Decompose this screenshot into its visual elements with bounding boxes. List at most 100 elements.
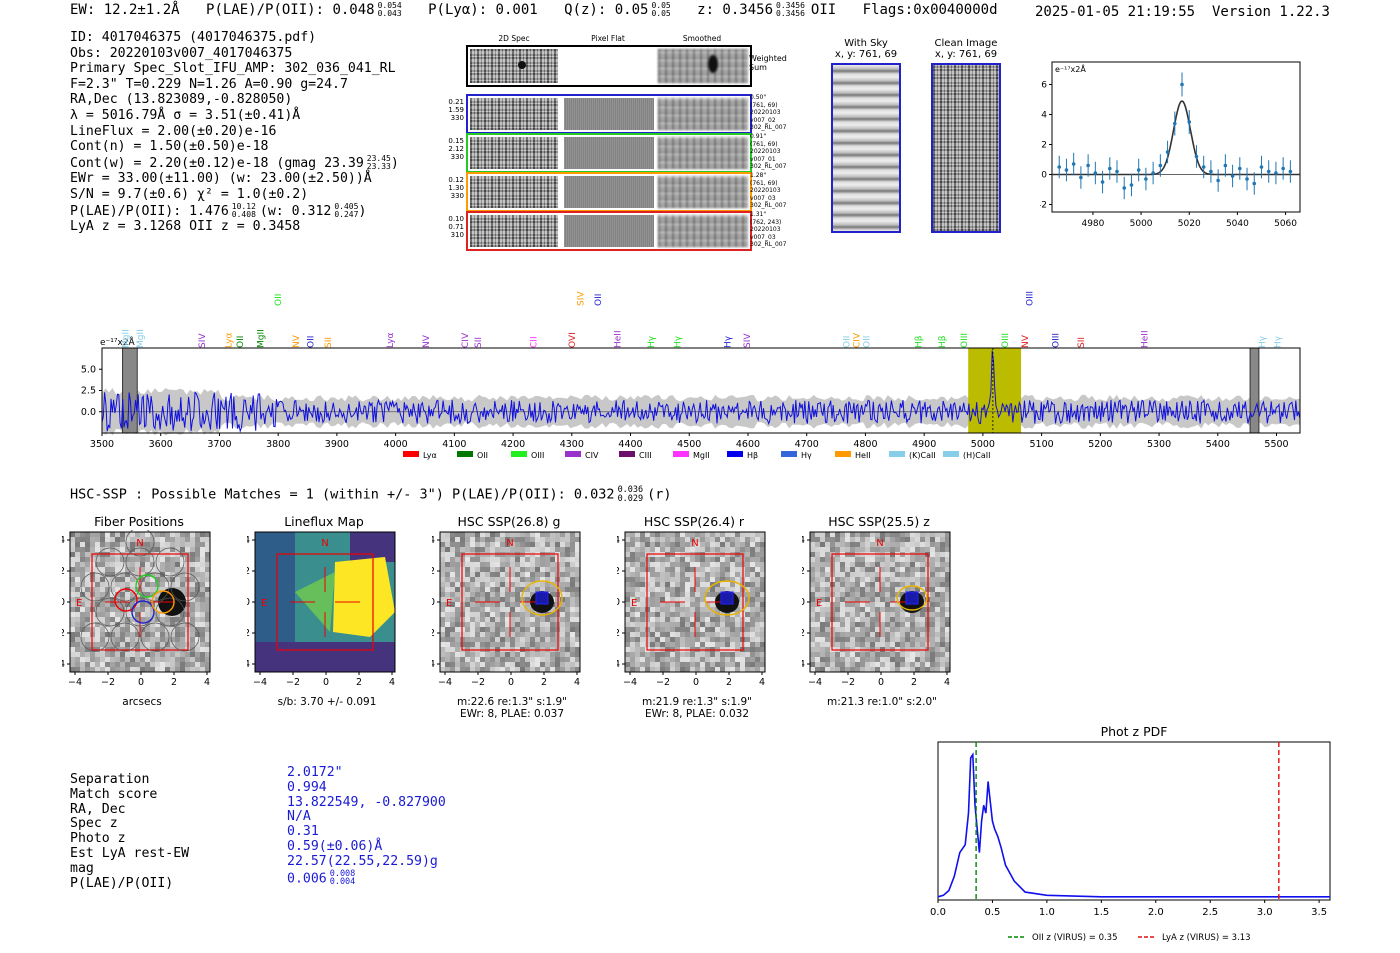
cutout-pixel <box>945 532 950 537</box>
cutout-pixel <box>725 622 730 627</box>
cutout-aperture-box <box>91 553 189 651</box>
cutout-pixel <box>205 567 210 572</box>
cutout-pixel <box>480 537 485 542</box>
cutout-pixel <box>850 572 855 577</box>
cutout-pixel <box>445 557 450 562</box>
cutout-pixel <box>810 602 815 607</box>
cutout-pixel <box>515 602 520 607</box>
cutout-pixel <box>895 542 900 547</box>
cutout-pixel <box>675 577 680 582</box>
cutout-pixel <box>750 587 755 592</box>
cutout-pixel <box>680 642 685 647</box>
cutout-pixel <box>575 657 580 662</box>
cutout-pixel <box>865 557 870 562</box>
cutout-pixel <box>760 537 765 542</box>
info-params: F=2.3" T=0.229 N=1.26 A=0.90 g=24.7 <box>70 76 348 92</box>
cutout-pixel <box>545 572 550 577</box>
linefit-ytick-label: -2 <box>1040 201 1047 211</box>
cutout-pixel <box>155 662 160 667</box>
cutout-pixel <box>630 627 635 632</box>
cutout-pixel <box>75 632 80 637</box>
cutout-pixel <box>160 622 165 627</box>
cutout-pixel <box>910 532 915 537</box>
cutout-pixel <box>570 612 575 617</box>
cutout-pixel <box>70 567 75 572</box>
cutout-pixel <box>70 582 75 587</box>
cutout-title: HSC SSP(26.8) g <box>457 514 561 529</box>
cutout-pixel <box>150 532 155 537</box>
cutout-pixel <box>515 622 520 627</box>
cutout-pixel <box>135 592 140 597</box>
cutout-pixel <box>835 547 840 552</box>
cutout-pixel <box>165 627 170 632</box>
cutout-pixel <box>560 572 565 577</box>
cutout-pixel <box>135 622 140 627</box>
cutout-pixel <box>160 627 165 632</box>
cutout-pixel <box>565 562 570 567</box>
cutout-pixel <box>135 657 140 662</box>
cutout-pixel <box>895 557 900 562</box>
cutout-pixel <box>855 592 860 597</box>
cutout-pixel <box>515 642 520 647</box>
cutout-pixel <box>825 617 830 622</box>
cutout-pixel <box>935 572 940 577</box>
cutout-pixel <box>110 642 115 647</box>
cutout-pixel <box>480 572 485 577</box>
cutout-pixel <box>630 577 635 582</box>
cutout-pixel <box>725 567 730 572</box>
cutout-pixel <box>470 627 475 632</box>
cutout-pixel <box>450 532 455 537</box>
cutout-pixel <box>550 632 555 637</box>
linefit-point <box>1064 168 1069 172</box>
photz-legend-oii: OII z (VIRUS) = 0.35 <box>1032 933 1118 943</box>
cutout-pixel <box>890 537 895 542</box>
cutout-pixel <box>520 547 525 552</box>
cutout-pixel <box>855 602 860 607</box>
cutout-pixel <box>520 577 525 582</box>
cutout-pixel <box>80 582 85 587</box>
cutout-pixel <box>930 647 935 652</box>
cutout-pixel <box>470 602 475 607</box>
cutout-pixel <box>735 537 740 542</box>
cutout-pixel <box>845 532 850 537</box>
cutout-pixel <box>835 577 840 582</box>
cutout-pixel <box>135 627 140 632</box>
cutout-xtick-label: −2 <box>101 677 115 688</box>
cutout-pixel <box>710 577 715 582</box>
cutout-pixel <box>195 572 200 577</box>
cutout-pixel <box>730 622 735 627</box>
cutout-pixel <box>70 617 75 622</box>
cutout-pixel <box>940 567 945 572</box>
cutout-pixel <box>705 537 710 542</box>
cutout-pixel <box>665 627 670 632</box>
cutout-pixel <box>115 612 120 617</box>
linefit-point <box>1201 165 1206 169</box>
cutout-pixel <box>845 622 850 627</box>
cutout-pixel <box>500 662 505 667</box>
cutout-pixel <box>95 607 100 612</box>
cutout-pixel <box>895 657 900 662</box>
cutout-pixel <box>940 542 945 547</box>
cutout-pixel <box>915 627 920 632</box>
linefit-point <box>1223 163 1228 168</box>
spec2d-fiber-right-value: v007_03 <box>750 233 776 241</box>
cutout-pixel <box>940 657 945 662</box>
cutout-pixel <box>545 637 550 642</box>
cutout-pixel <box>690 572 695 577</box>
spec2d-fiber-right-value: 302_RL_007 <box>750 163 787 170</box>
cutout-pixel <box>750 647 755 652</box>
info-obs: Obs: 20220103v007_4017046375 <box>70 45 293 61</box>
cutout-pixel <box>745 532 750 537</box>
cutout-pixel <box>535 652 540 657</box>
cutout-pixel <box>475 612 480 617</box>
cutout-pixel <box>75 537 80 542</box>
cutout-pixel <box>885 622 890 627</box>
cutout-xtick-label: 2 <box>911 677 917 688</box>
cutout-pixel <box>760 652 765 657</box>
cutout-pixel <box>755 572 760 577</box>
cutout-pixel <box>530 587 535 592</box>
cutout-pixel <box>200 537 205 542</box>
cutout-pixel <box>190 607 195 612</box>
cutout-pixel <box>920 637 925 642</box>
cutout-pixel <box>635 617 640 622</box>
